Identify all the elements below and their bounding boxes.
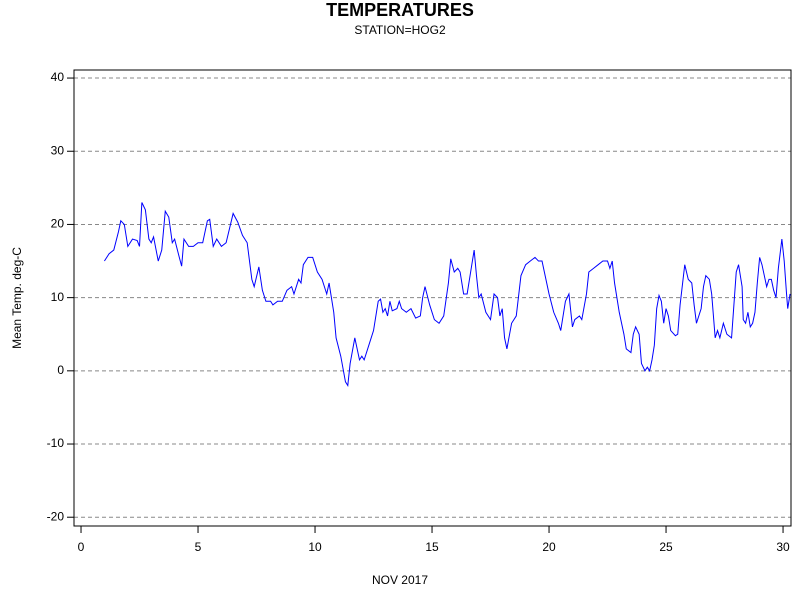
plot-frame — [73, 69, 792, 527]
x-tick-label: 5 — [195, 540, 202, 554]
x-tick-label: 30 — [776, 540, 790, 554]
x-axis-label: NOV 2017 — [372, 573, 428, 587]
x-tick-label: 0 — [78, 540, 85, 554]
x-tick-label: 15 — [425, 540, 439, 554]
x-tick-label: 20 — [542, 540, 556, 554]
y-tick-label: 30 — [51, 143, 65, 157]
x-tick-label: 25 — [659, 540, 673, 554]
data-line — [103, 202, 791, 387]
y-tick-label: 20 — [51, 217, 65, 231]
y-tick-label: 10 — [51, 290, 65, 304]
y-tick-label: 0 — [57, 363, 64, 377]
chart-title: TEMPERATURES — [326, 0, 474, 20]
y-axis-label: Mean Temp. deg-C — [10, 247, 24, 349]
y-tick-label: -10 — [47, 436, 65, 450]
x-tick-label: 10 — [308, 540, 322, 554]
y-tick-label: 40 — [51, 70, 65, 84]
chart-subtitle: STATION=HOG2 — [354, 23, 446, 37]
y-tick-label: -20 — [47, 509, 65, 523]
